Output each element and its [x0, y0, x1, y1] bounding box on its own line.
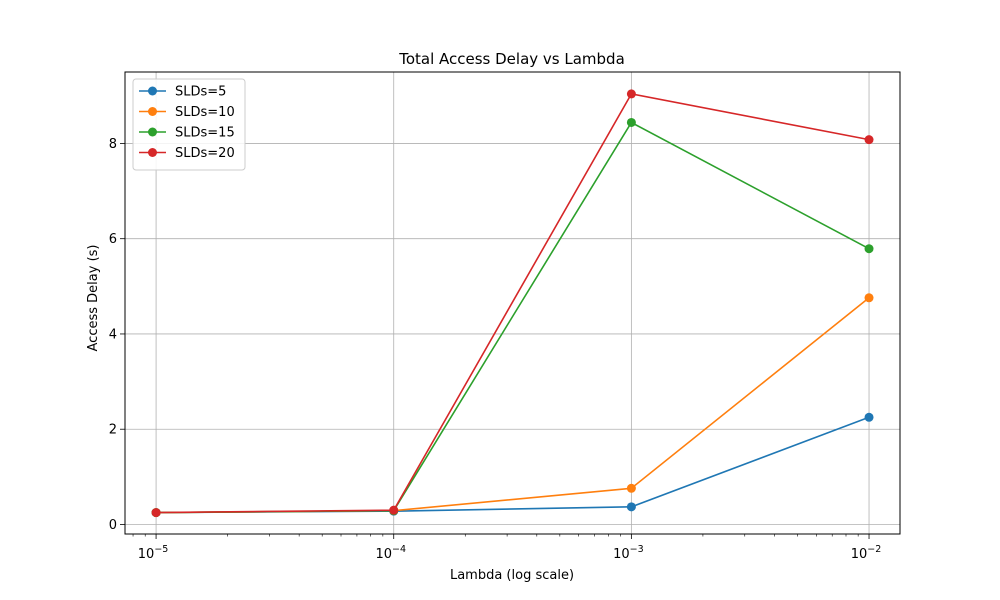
data-point: [864, 135, 874, 145]
legend-entry-label: SLDs=5: [175, 85, 226, 100]
legend-entry-label: SLDs=10: [175, 105, 235, 120]
legend-swatch-marker: [148, 148, 157, 157]
y-axis-label: Access Delay (s): [86, 245, 101, 352]
legend-swatch-marker: [148, 86, 157, 96]
data-point: [864, 244, 874, 254]
plot-frame: [124, 71, 901, 535]
legend-swatch-marker: [148, 107, 157, 116]
series-line: [156, 93, 870, 514]
grid: [125, 72, 900, 534]
data-point: [151, 508, 161, 518]
series-group: [151, 89, 874, 518]
legend-entry-label: SLDs=20: [175, 146, 235, 161]
data-point: [626, 89, 636, 99]
y-tick-label: 0: [109, 518, 117, 533]
legend-box: [132, 78, 246, 171]
x-axis-label: Lambda (log scale): [450, 568, 574, 583]
data-point: [626, 483, 636, 493]
axes: 10−5 10−4 10−3 10−2 0 2 4 6 8: [109, 137, 882, 562]
y-tick-label: 4: [109, 327, 117, 342]
data-point: [626, 117, 636, 127]
legend: SLDs=5 SLDs=10 SLDs=15 SLDs=20: [132, 78, 246, 171]
y-tick-label: 8: [109, 137, 117, 152]
x-tick-label: 10−2: [851, 544, 882, 562]
legend-swatch-marker: [148, 127, 157, 137]
data-point: [626, 502, 636, 512]
x-tick-label: 10−3: [613, 544, 644, 562]
x-tick-label: 10−4: [375, 544, 406, 562]
data-point: [864, 293, 874, 303]
data-point: [389, 505, 399, 515]
y-tick-label: 2: [109, 423, 117, 438]
x-tick-label: 10−5: [138, 544, 169, 562]
y-tick-label: 6: [109, 232, 117, 247]
series-layer: [151, 89, 874, 518]
data-point: [864, 412, 874, 422]
chart-title: Total Access Delay vs Lambda: [398, 50, 625, 68]
legend-entry-label: SLDs=15: [175, 126, 235, 141]
